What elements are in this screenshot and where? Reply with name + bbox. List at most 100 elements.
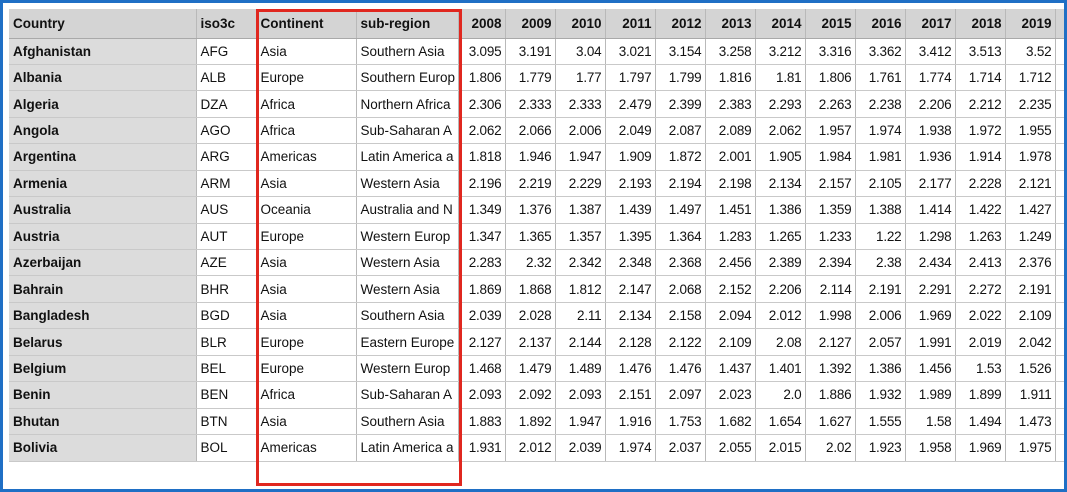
cell-value[interactable]: 2.097 xyxy=(655,381,706,409)
cell-continent[interactable]: Oceania xyxy=(256,196,357,224)
cell-value[interactable]: 1.414 xyxy=(905,196,956,224)
cell-value[interactable]: 2.306 xyxy=(458,90,506,118)
cell-value[interactable]: 3.52 xyxy=(1005,38,1056,65)
cell-country[interactable]: Armenia xyxy=(9,170,197,198)
cell-value[interactable]: 2.191 xyxy=(855,275,906,303)
cell-value[interactable]: 2.028 xyxy=(505,302,556,330)
cell-value[interactable]: 2.055 xyxy=(705,434,756,462)
cell-value[interactable]: 1.526 xyxy=(1005,355,1056,383)
cell-country[interactable]: Afghanistan xyxy=(9,38,197,65)
cell-value[interactable]: 1.349 xyxy=(458,196,506,224)
cell-value[interactable]: 2.022 xyxy=(955,302,1006,330)
cell-value[interactable]: 2.091 xyxy=(1055,302,1064,330)
cell-value[interactable]: 1.81 xyxy=(755,64,806,92)
cell-sub-region[interactable]: Western Europ xyxy=(356,223,459,251)
column-header-year[interactable]: 2014 xyxy=(755,9,806,39)
column-header-sub-region[interactable]: sub-region xyxy=(356,9,459,39)
cell-sub-region[interactable]: Southern Asia xyxy=(356,38,459,65)
cell-value[interactable]: 2.019 xyxy=(955,328,1006,356)
cell-value[interactable]: 2.234 xyxy=(1055,90,1064,118)
cell-continent[interactable]: Americas xyxy=(256,434,357,462)
cell-iso3c[interactable]: ARG xyxy=(196,143,257,171)
cell-value[interactable]: 1.387 xyxy=(555,196,606,224)
cell-value[interactable]: 2.212 xyxy=(955,90,1006,118)
cell-country[interactable]: Australia xyxy=(9,196,197,224)
cell-sub-region[interactable]: Western Asia xyxy=(356,170,459,198)
cell-value[interactable]: 1.283 xyxy=(705,223,756,251)
column-header-year[interactable]: 2019 xyxy=(1005,9,1056,39)
cell-value[interactable]: 1.909 xyxy=(605,143,656,171)
column-header-year[interactable]: 2010 xyxy=(555,9,606,39)
cell-value[interactable]: 1.494 xyxy=(955,408,1006,436)
cell-sub-region[interactable]: Eastern Europe xyxy=(356,328,459,356)
cell-value[interactable]: 1.263 xyxy=(955,223,1006,251)
cell-value[interactable]: 1.989 xyxy=(1055,117,1064,145)
cell-country[interactable]: Bhutan xyxy=(9,408,197,436)
cell-continent[interactable]: Europe xyxy=(256,223,357,251)
cell-value[interactable]: 2.178 xyxy=(1055,381,1064,409)
cell-value[interactable]: 2.158 xyxy=(655,302,706,330)
cell-value[interactable]: 2.283 xyxy=(458,249,506,277)
column-header-year[interactable]: 2020 xyxy=(1055,9,1064,39)
cell-value[interactable]: 1.439 xyxy=(605,196,656,224)
cell-iso3c[interactable]: BTN xyxy=(196,408,257,436)
cell-value[interactable]: 2.235 xyxy=(1005,90,1056,118)
cell-country[interactable]: Algeria xyxy=(9,90,197,118)
cell-country[interactable]: Albania xyxy=(9,64,197,92)
cell-value[interactable]: 1.654 xyxy=(755,408,806,436)
column-header-year[interactable]: 2011 xyxy=(605,9,656,39)
cell-continent[interactable]: Asia xyxy=(256,170,357,198)
cell-value[interactable]: 1.947 xyxy=(555,408,606,436)
cell-value[interactable]: 3.04 xyxy=(555,38,606,65)
cell-iso3c[interactable]: AGO xyxy=(196,117,257,145)
cell-value[interactable]: 2.037 xyxy=(655,434,706,462)
cell-value[interactable]: 1.972 xyxy=(955,117,1006,145)
cell-value[interactable]: 1.476 xyxy=(605,355,656,383)
cell-value[interactable]: 1.364 xyxy=(655,223,706,251)
cell-country[interactable]: Angola xyxy=(9,117,197,145)
cell-value[interactable]: 1.58 xyxy=(905,408,956,436)
cell-value[interactable]: 2.191 xyxy=(1005,275,1056,303)
cell-value[interactable]: 2.152 xyxy=(705,275,756,303)
cell-value[interactable]: 3.095 xyxy=(458,38,506,65)
cell-iso3c[interactable]: BGD xyxy=(196,302,257,330)
cell-value[interactable]: 1.905 xyxy=(755,143,806,171)
cell-value[interactable]: 1.473 xyxy=(1005,408,1056,436)
cell-value[interactable]: 2.293 xyxy=(755,90,806,118)
cell-value[interactable]: 1.975 xyxy=(1005,434,1056,462)
column-header-year[interactable]: 2018 xyxy=(955,9,1006,39)
cell-value[interactable]: 1.489 xyxy=(1055,408,1064,436)
cell-country[interactable]: Austria xyxy=(9,223,197,251)
cell-value[interactable]: 1.422 xyxy=(955,196,1006,224)
cell-value[interactable]: 2.001 xyxy=(705,143,756,171)
cell-value[interactable]: 3.513 xyxy=(955,38,1006,65)
cell-value[interactable]: 1.948 xyxy=(1055,143,1064,171)
cell-country[interactable]: Bangladesh xyxy=(9,302,197,330)
cell-value[interactable]: 1.53 xyxy=(955,355,1006,383)
cell-value[interactable]: 1.479 xyxy=(505,355,556,383)
cell-value[interactable]: 2.042 xyxy=(1055,328,1064,356)
cell-value[interactable]: 1.555 xyxy=(855,408,906,436)
cell-value[interactable]: 2.066 xyxy=(505,117,556,145)
cell-value[interactable]: 1.233 xyxy=(805,223,856,251)
cell-value[interactable]: 1.509 xyxy=(1055,355,1064,383)
cell-value[interactable]: 1.932 xyxy=(855,381,906,409)
cell-value[interactable]: 1.22 xyxy=(855,223,906,251)
cell-value[interactable]: 2.105 xyxy=(855,170,906,198)
cell-value[interactable]: 1.969 xyxy=(905,302,956,330)
cell-value[interactable]: 1.761 xyxy=(855,64,906,92)
cell-value[interactable]: 2.291 xyxy=(905,275,956,303)
cell-value[interactable]: 1.265 xyxy=(755,223,806,251)
cell-value[interactable]: 1.806 xyxy=(805,64,856,92)
cell-value[interactable]: 2.057 xyxy=(855,328,906,356)
cell-value[interactable]: 2.114 xyxy=(805,275,856,303)
cell-value[interactable]: 1.868 xyxy=(505,275,556,303)
cell-value[interactable]: 1.771 xyxy=(1055,64,1064,92)
cell-value[interactable]: 2.08 xyxy=(755,328,806,356)
cell-iso3c[interactable]: BHR xyxy=(196,275,257,303)
cell-continent[interactable]: Asia xyxy=(256,302,357,330)
cell-value[interactable]: 2.194 xyxy=(655,170,706,198)
cell-continent[interactable]: Africa xyxy=(256,90,357,118)
cell-value[interactable]: 1.957 xyxy=(805,117,856,145)
cell-value[interactable]: 1.682 xyxy=(705,408,756,436)
